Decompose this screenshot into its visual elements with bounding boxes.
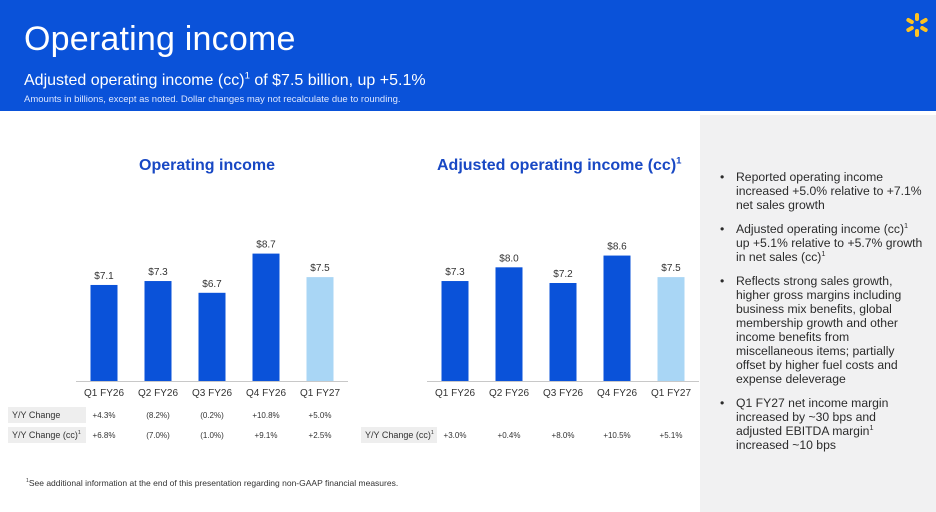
left-yoy-value: (7.0%) — [146, 431, 170, 440]
left-chart-title: Operating income — [139, 157, 276, 174]
left-bar — [90, 284, 118, 381]
spark-petal — [920, 18, 928, 24]
left-bar-value-label: $6.7 — [202, 279, 222, 290]
bar-charts: $7.1 Q1 FY26 +4.3% +6.8% $7.3 Q2 FY26 (8.2%) (7… — [76, 240, 699, 440]
left-bar — [144, 281, 172, 381]
left-yoy-value: +4.3% — [93, 411, 116, 420]
footnote: 1See additional information at the end o… — [26, 478, 399, 488]
bullet-item: • Reflects strong sales growth, higher gr… — [720, 274, 902, 386]
left-bar-value-label: $7.5 — [310, 263, 330, 274]
left-yoy-value: +6.8% — [93, 431, 116, 440]
left-yoy-value: (1.0%) — [200, 431, 224, 440]
right-bar-value-label: $8.0 — [499, 253, 519, 264]
right-bar-value-label: $7.5 — [661, 263, 681, 274]
right-bar — [657, 277, 685, 381]
right-yoy-value: +5.1% — [660, 431, 683, 440]
bullet-dot-icon: • — [720, 274, 725, 288]
bullet-item: • Adjusted operating income (cc)1 up +5.1… — [720, 220, 923, 264]
right-row-label: Y/Y Change (cc)1 — [361, 427, 437, 443]
header-banner: Operating income Adjusted operating inco… — [0, 0, 936, 111]
right-yoy-value: +10.5% — [603, 431, 630, 440]
amounts-note: Amounts in billions, except as noted. Do… — [24, 94, 401, 105]
bullet-dot-icon: • — [720, 396, 725, 410]
spark-petal — [920, 26, 928, 32]
left-category-label: Q3 FY26 — [192, 388, 232, 399]
left-bar — [252, 253, 280, 381]
spark-petal — [915, 29, 919, 37]
spark-petal — [906, 26, 914, 32]
bullet-item: • Q1 FY27 net income margin increased by … — [720, 396, 889, 452]
left-bar — [306, 277, 334, 381]
left-category-label: Q1 FY27 — [300, 388, 340, 399]
bullet-dot-icon: • — [720, 222, 725, 236]
page-subtitle: Adjusted operating income (cc)1 of $7.5 … — [24, 70, 426, 89]
sidebar-panel — [700, 115, 936, 512]
bullet-dot-icon: • — [720, 170, 725, 184]
right-category-label: Q1 FY27 — [651, 388, 691, 399]
left-yoy-value: (0.2%) — [200, 411, 224, 420]
left-yoy-value: +9.1% — [255, 431, 278, 440]
right-category-label: Q1 FY26 — [435, 388, 475, 399]
right-bar — [603, 255, 631, 381]
left-bar — [198, 292, 226, 381]
left-bar-value-label: $7.3 — [148, 267, 168, 278]
left-yoy-value: +5.0% — [309, 411, 332, 420]
left-category-label: Q2 FY26 — [138, 388, 178, 399]
right-bar-value-label: $8.6 — [607, 242, 627, 253]
right-bar — [441, 281, 469, 381]
spark-icon — [906, 13, 928, 37]
right-category-label: Q4 FY26 — [597, 388, 637, 399]
right-category-label: Q3 FY26 — [543, 388, 583, 399]
bullet-list: • Reported operating income increased +5.… — [720, 170, 925, 462]
left-yoy-value: +10.8% — [252, 411, 279, 420]
bullet-item: • Reported operating income increased +5.… — [720, 170, 922, 212]
left-yoy-value: (8.2%) — [146, 411, 170, 420]
left-category-label: Q4 FY26 — [246, 388, 286, 399]
left-bar-value-label: $7.1 — [94, 271, 114, 282]
right-yoy-value: +3.0% — [444, 431, 467, 440]
right-yoy-value: +8.0% — [552, 431, 575, 440]
right-yoy-value: +0.4% — [498, 431, 521, 440]
left-row1-label: Y/Y Change — [8, 407, 86, 423]
right-chart-title: Adjusted operating income (cc)1 — [437, 155, 682, 174]
spark-petal — [906, 18, 914, 24]
right-bar-value-label: $7.3 — [445, 267, 465, 278]
page-title: Operating income — [24, 20, 296, 58]
left-category-label: Q1 FY26 — [84, 388, 124, 399]
right-bar-value-label: $7.2 — [553, 269, 573, 280]
right-category-label: Q2 FY26 — [489, 388, 529, 399]
right-bar — [495, 267, 523, 381]
right-bar — [549, 283, 577, 381]
left-bar-value-label: $8.7 — [256, 240, 276, 251]
left-row2-label: Y/Y Change (cc)1 — [8, 427, 86, 443]
left-yoy-value: +2.5% — [309, 431, 332, 440]
spark-petal — [915, 13, 919, 21]
